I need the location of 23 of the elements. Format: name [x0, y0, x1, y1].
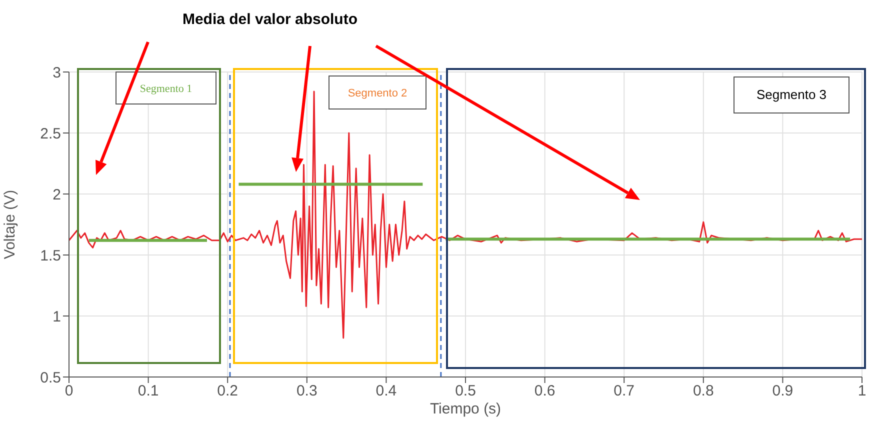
x-axis-title: Tiempo (s): [430, 400, 502, 418]
annotation: Segmento 3: [756, 87, 827, 102]
y-tick-label: 1.5: [40, 247, 61, 264]
text: Media del valor absoluto: [182, 11, 358, 28]
x-tick-label: 0.6: [534, 382, 556, 400]
annotation: Segmento 2: [348, 88, 408, 100]
y-tick-label: 3: [52, 64, 61, 82]
x-tick-label: 0.2: [217, 382, 238, 400]
x-tick-label: 0.9: [772, 382, 794, 400]
annotation: Segmento 1: [140, 83, 192, 95]
x-tick-label: 1: [858, 382, 866, 400]
y-tick-label: 2.5: [40, 125, 61, 142]
y-tick-label: 1: [52, 308, 61, 326]
x-tick-label: 0.1: [138, 382, 159, 400]
x-tick-label: 0: [64, 382, 74, 400]
y-tick-label: 2: [52, 186, 61, 204]
x-tick-label: 0.7: [614, 382, 635, 400]
x-tick-label: 0.5: [455, 382, 476, 400]
y-tick-label: 0.5: [40, 369, 61, 386]
x-tick-label: 0.3: [296, 382, 318, 400]
x-tick-label: 0.4: [376, 382, 397, 400]
y-axis-title: Voltaje (V): [1, 190, 18, 260]
x-tick-label: 0.8: [692, 382, 714, 400]
